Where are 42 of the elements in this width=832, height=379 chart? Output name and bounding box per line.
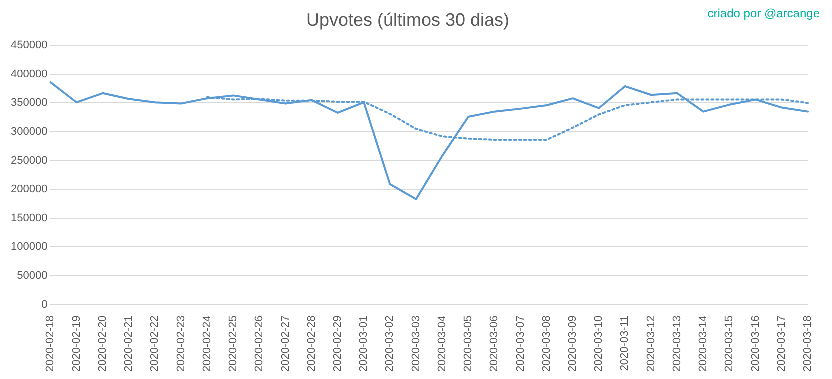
x-tick-label: 2020-03-15 [724,316,736,372]
text: criado por @arcange [708,6,820,20]
x-tick-label: 2020-03-04 [436,316,448,372]
x-tick-label: 2020-03-05 [462,316,475,372]
x-tick-label: 2020-02-18 [44,316,57,372]
x-tick-label: 2020-02-23 [175,316,188,372]
y-tick-label: 250000 [10,154,48,167]
x-tick-label: 2020-03-11 [619,316,632,372]
y-tick-label: 300000 [10,126,48,138]
y-tick-label: 0 [42,298,48,311]
x-tick-label: 2020-03-13 [671,316,684,372]
y-tick-label: 350000 [10,97,48,110]
x-tick-label: 2020-02-28 [306,316,318,372]
x-tick-label: 2020-03-06 [488,316,501,372]
chart-title: Upvotes (últimos 30 dias) [306,10,510,30]
x-tick-label: 2020-02-26 [254,316,266,372]
x-tick-label: 2020-02-22 [149,316,162,372]
y-tick-label: 400000 [10,68,48,80]
x-tick-label: 2020-02-20 [96,316,109,372]
x-tick-label: 2020-03-03 [410,316,422,372]
x-tick-label: 2020-03-18 [802,316,814,372]
x-tick-label: 2020-03-14 [698,316,710,372]
x-tick-label: 2020-02-24 [201,316,214,372]
x-tick-label: 2020-03-02 [384,316,396,372]
y-tick-label: 200000 [10,184,48,196]
x-tick-label: 2020-03-10 [593,316,606,372]
x-tick-label: 2020-03-08 [540,316,553,372]
x-tick-label: 2020-03-09 [567,316,580,372]
y-tick-label: 50000 [17,270,48,282]
x-tick-label: 2020-02-29 [332,316,344,372]
x-tick-label: 2020-02-19 [70,316,83,372]
x-tick-label: 2020-03-12 [645,316,658,372]
x-tick-label: 2020-03-17 [776,316,788,372]
x-tick-label: 2020-02-25 [228,316,240,372]
y-tick-label: 450000 [10,40,48,52]
y-tick-label: 150000 [10,212,48,224]
x-tick-label: 2020-02-27 [280,316,292,372]
x-tick-label: 2020-03-16 [750,316,762,372]
y-tick-label: 100000 [10,241,48,254]
x-tick-label: 2020-02-21 [123,316,136,372]
x-tick-label: 2020-03-07 [514,316,527,372]
x-tick-label: 2020-03-01 [358,316,370,372]
